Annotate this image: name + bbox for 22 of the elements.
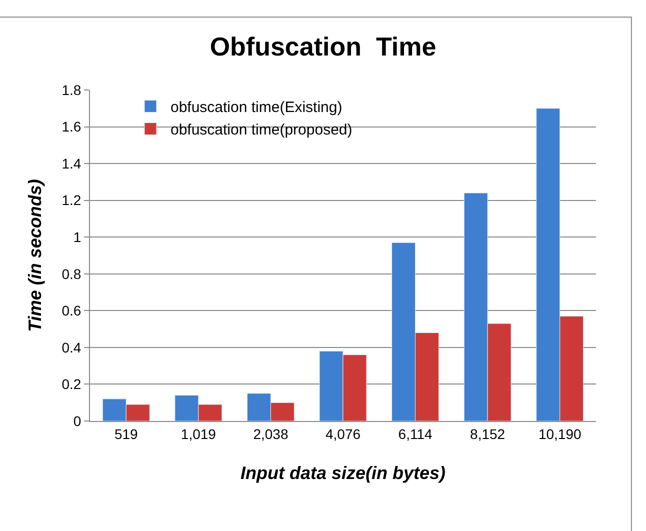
legend-label: obfuscation time(proposed) — [170, 122, 352, 139]
x-tick-label: 8,152 — [470, 426, 506, 442]
x-tick-label: 10,190 — [538, 426, 582, 442]
y-tick-label: 1.8 — [62, 82, 82, 98]
legend-label: obfuscation time(Existing) — [170, 99, 342, 116]
x-tick-label: 519 — [114, 426, 138, 442]
x-tick-label: 4,076 — [325, 426, 361, 442]
x-tick-label: 2,038 — [253, 426, 288, 442]
y-tick-label: 0 — [73, 412, 82, 429]
y-tick-label: 0.8 — [62, 266, 82, 282]
x-tick-label: 6,114 — [398, 426, 432, 442]
y-tick-label: 0.4 — [62, 339, 82, 356]
x-axis-title: Input data size(in bytes) — [240, 462, 446, 483]
y-tick-label: 0.6 — [62, 302, 82, 319]
y-tick-label: 1.6 — [62, 118, 82, 135]
y-tick-label: 1.4 — [62, 155, 82, 172]
x-tick-label: 1,019 — [180, 426, 216, 442]
y-axis-title: Time (in seconds) — [24, 179, 45, 332]
y-tick-label: 1.2 — [62, 192, 82, 208]
chart-title: Obfuscation Time — [210, 31, 436, 62]
y-tick-label: 0.2 — [62, 376, 82, 392]
y-tick-label: 1 — [73, 229, 82, 246]
